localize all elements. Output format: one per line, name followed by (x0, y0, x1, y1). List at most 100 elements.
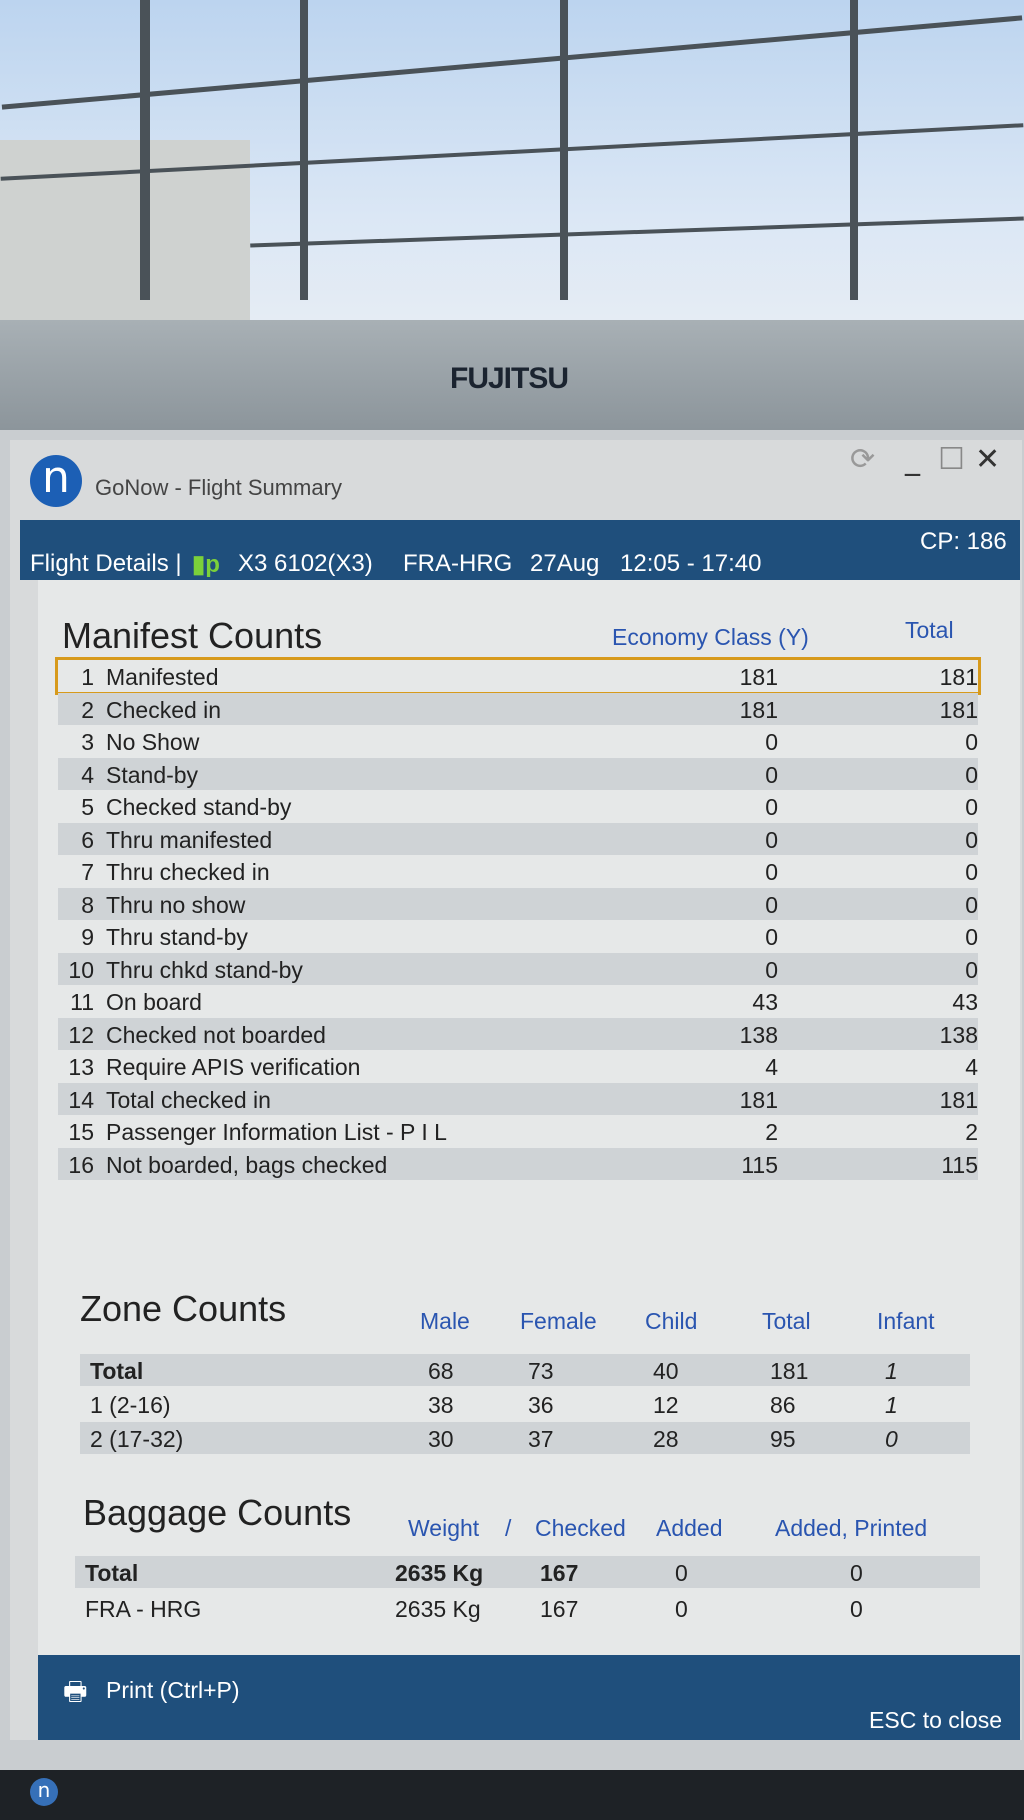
row-number: 7 (81, 859, 94, 885)
manifest-row[interactable]: 15 Passenger Information List - P I L 2 2 (58, 1115, 978, 1147)
baggage-col-header: Added (656, 1515, 723, 1541)
refresh-icon[interactable]: ⟳ (850, 442, 876, 477)
baggage-label: FRA - HRG (85, 1596, 202, 1622)
col-economy: Economy Class (Y) (612, 624, 809, 650)
total-value: 4 (965, 1054, 978, 1080)
manifest-row[interactable]: 13 Require APIS verification 4 4 (58, 1050, 978, 1082)
row-number: 5 (81, 794, 94, 820)
manifest-row[interactable]: 14 Total checked in 181 181 (58, 1082, 978, 1115)
zone-value: 181 (770, 1358, 809, 1384)
row-label: Checked not boarded (106, 1021, 326, 1048)
total-value: 43 (952, 989, 978, 1015)
flight-time: 12:05 - 17:40 (620, 550, 762, 577)
manifest-row[interactable]: 10 Thru chkd stand-by 0 0 (58, 952, 978, 985)
manifest-row[interactable]: 11 On board 43 43 (58, 985, 978, 1017)
zone-row: 1 (2-16) 38 36 12 86 1 (80, 1388, 970, 1420)
total-value: 0 (965, 794, 978, 820)
row-number: 9 (81, 924, 94, 950)
total-value: 181 (939, 1086, 978, 1113)
baggage-title: Baggage Counts (83, 1492, 352, 1533)
baggage-value: 167 (540, 1596, 579, 1622)
passenger-icon: ▮p (192, 551, 220, 578)
background-photo (0, 0, 1024, 360)
zone-title: Zone Counts (80, 1288, 287, 1329)
row-number: 10 (68, 956, 94, 983)
manifest-row[interactable]: 16 Not boarded, bags checked 115 115 (58, 1147, 978, 1180)
print-button[interactable]: Print (Ctrl+P) (106, 1677, 240, 1703)
row-label: Not boarded, bags checked (106, 1151, 388, 1178)
row-label: No Show (106, 729, 200, 755)
manifest-row[interactable]: 6 Thru manifested 0 0 (58, 822, 978, 855)
zone-value: 38 (428, 1392, 454, 1418)
col-total: Total (905, 617, 954, 643)
economy-value: 138 (739, 1021, 778, 1048)
total-value: 0 (965, 761, 978, 788)
row-label: Thru no show (106, 891, 246, 918)
baggage-value: 0 (675, 1560, 688, 1586)
row-label: Passenger Information List - P I L (106, 1119, 447, 1145)
zone-value: 12 (653, 1392, 679, 1418)
row-label: Manifested (106, 664, 219, 690)
app-logo: n (30, 455, 82, 507)
manifest-row[interactable]: 9 Thru stand-by 0 0 (58, 920, 978, 952)
row-label: On board (106, 989, 202, 1015)
manifest-row[interactable]: 7 Thru checked in 0 0 (58, 855, 978, 887)
row-number: 1 (81, 664, 94, 690)
taskbar-app-icon[interactable]: n (30, 1778, 58, 1806)
total-value: 181 (939, 696, 978, 723)
zone-col-header: Female (520, 1308, 597, 1334)
total-value: 0 (965, 891, 978, 918)
total-value: 0 (965, 859, 978, 885)
cp-count: CP: 186 (920, 528, 1007, 555)
zone-value: 73 (528, 1358, 554, 1384)
economy-value: 0 (765, 794, 778, 820)
row-number: 12 (68, 1021, 94, 1048)
maximize-button[interactable]: ☐ (938, 442, 965, 477)
zone-value: 1 (885, 1358, 898, 1384)
zone-label: 1 (2-16) (90, 1392, 171, 1418)
printer-icon: 🖶 (63, 1676, 88, 1706)
minimize-button[interactable]: _ (905, 442, 920, 477)
row-number: 15 (68, 1119, 94, 1145)
economy-value: 0 (765, 956, 778, 983)
zone-row: Total 68 73 40 181 1 (80, 1354, 970, 1386)
zone-col-header: Child (645, 1308, 698, 1334)
row-label: Thru manifested (106, 826, 273, 853)
baggage-col-header: Checked (535, 1515, 626, 1541)
taskbar (0, 1770, 1024, 1820)
manifest-row[interactable]: 5 Checked stand-by 0 0 (58, 790, 978, 822)
flight-route: FRA-HRG (403, 550, 513, 577)
baggage-value: 2635 Kg (395, 1596, 481, 1622)
close-button[interactable]: ✕ (975, 442, 1001, 477)
zone-value: 1 (885, 1392, 898, 1418)
manifest-row[interactable]: 12 Checked not boarded 138 138 (58, 1017, 978, 1050)
monitor-brand-logo: FUJITSU (450, 362, 569, 395)
economy-value: 181 (739, 664, 778, 690)
zone-value: 30 (428, 1426, 454, 1452)
row-number: 2 (81, 696, 94, 723)
row-number: 14 (68, 1086, 94, 1113)
row-label: Total checked in (106, 1086, 271, 1113)
zone-value: 40 (653, 1358, 679, 1384)
manifest-row[interactable]: 3 No Show 0 0 (58, 725, 978, 757)
row-label: Thru checked in (106, 859, 270, 885)
zone-col-header: Total (762, 1308, 811, 1334)
row-label: Checked stand-by (106, 794, 292, 820)
baggage-value: 167 (540, 1560, 579, 1586)
economy-value: 43 (752, 989, 778, 1015)
manifest-row[interactable]: 4 Stand-by 0 0 (58, 757, 978, 790)
row-number: 13 (68, 1054, 94, 1080)
baggage-value: 0 (850, 1560, 863, 1586)
manifest-row[interactable]: 2 Checked in 181 181 (58, 692, 978, 725)
zone-value: 0 (885, 1426, 898, 1452)
economy-value: 0 (765, 859, 778, 885)
zone-value: 37 (528, 1426, 554, 1452)
manifest-row[interactable]: 1 Manifested 181 181 (55, 657, 981, 695)
manifest-title: Manifest Counts (62, 615, 323, 656)
row-number: 6 (81, 826, 94, 853)
economy-value: 0 (765, 891, 778, 918)
baggage-col-header: Weight (408, 1515, 480, 1541)
total-value: 0 (965, 729, 978, 755)
footer-bar: 🖶 Print (Ctrl+P) ESC to close (38, 1655, 1020, 1740)
manifest-row[interactable]: 8 Thru no show 0 0 (58, 887, 978, 920)
